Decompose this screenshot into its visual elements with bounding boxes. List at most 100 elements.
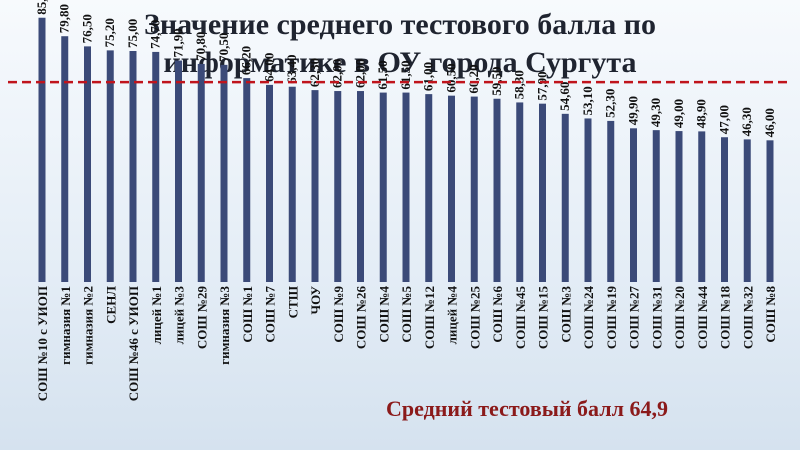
bar: [288, 86, 296, 282]
category-label: СОШ №6: [490, 286, 505, 343]
bar: [357, 91, 364, 282]
bar: [698, 131, 706, 282]
bar-value-label: 47,00: [717, 105, 732, 134]
bar: [470, 96, 478, 282]
bar-value-label: 46,00: [762, 108, 777, 137]
bar-value-label: 48,90: [694, 99, 709, 128]
bar-value-label: 60,20: [466, 64, 481, 93]
bar: [152, 51, 160, 283]
category-label: СОШ №24: [581, 286, 596, 350]
category-label: гимназия №2: [81, 286, 96, 365]
bar-value-label: 70,80: [193, 32, 208, 61]
bar-value-label: 75,00: [125, 19, 140, 48]
bar: [311, 90, 319, 282]
category-label: СОШ №32: [740, 286, 755, 349]
bar-value-label: 85,80: [34, 0, 49, 15]
category-label: СОШ №15: [536, 286, 551, 350]
bar-value-label: 63,40: [284, 54, 299, 83]
bar: [721, 137, 728, 282]
bar-value-label: 54,60: [557, 82, 572, 111]
bar-value-label: 76,50: [80, 14, 95, 43]
bar: [266, 84, 273, 282]
bar: [743, 139, 751, 282]
bar: [220, 64, 228, 282]
bar-value-label: 58,30: [512, 70, 527, 99]
category-label: СОШ №46 с УИОП: [126, 286, 141, 401]
bar: [539, 103, 546, 282]
bar-value-label: 66,20: [239, 46, 254, 75]
bar-value-label: 52,30: [603, 89, 618, 118]
bar-value-label: 62,00: [330, 59, 345, 88]
category-label: СОШ №44: [695, 286, 710, 350]
bar-value-label: 49,90: [626, 96, 641, 125]
bar: [766, 140, 774, 282]
chart-title-line-1: Значение среднего тестового балла по: [143, 8, 657, 41]
category-label: СТШ: [285, 285, 300, 318]
category-label: СОШ №1: [240, 286, 255, 343]
bar-value-label: 61,00: [421, 62, 436, 91]
category-label: ЧОУ: [308, 286, 323, 315]
bar-value-label: 49,30: [648, 98, 663, 127]
bar-value-label: 49,00: [671, 99, 686, 128]
bar-value-label: 64,00: [262, 53, 277, 82]
bar-value-label: 70,50: [216, 33, 231, 62]
category-label: СОШ №20: [672, 286, 687, 349]
category-label: гимназия №3: [217, 286, 232, 365]
bar-value-label: 74,70: [148, 20, 163, 49]
category-label: СОШ №26: [354, 286, 369, 350]
category-label: гимназия №1: [58, 286, 73, 365]
bar-value-label: 53,10: [580, 86, 595, 115]
category-label: СОШ №5: [399, 286, 414, 343]
bar-value-label: 62,30: [307, 58, 322, 87]
bar-value-label: 57,90: [535, 71, 550, 100]
bar: [425, 94, 433, 283]
bar: [334, 91, 342, 282]
category-label: СОШ №10 с УИОП: [35, 286, 50, 401]
category-label: СОШ №3: [558, 286, 573, 343]
average-score-note: Средний тестовый балл 64,9: [386, 396, 668, 421]
bar: [175, 60, 182, 282]
bar: [652, 130, 660, 282]
category-label: лицей №3: [172, 286, 187, 345]
category-label: СОШ №25: [467, 286, 482, 350]
bar: [84, 46, 91, 282]
category-label: СОШ №27: [627, 286, 642, 350]
category-label: лицей №1: [149, 286, 164, 344]
category-label: СОШ №7: [263, 286, 278, 343]
bar-value-label: 60,50: [444, 63, 459, 92]
bar: [675, 131, 683, 282]
bar: [129, 51, 137, 282]
category-label: СОШ №8: [763, 286, 778, 343]
category-label: лицей №4: [445, 286, 460, 345]
bar: [379, 92, 387, 282]
bar: [38, 17, 46, 283]
bar: [402, 92, 410, 282]
category-label: СОШ №18: [718, 286, 733, 350]
category-label: СОШ №45: [513, 286, 528, 350]
category-label: СОШ №4: [376, 286, 391, 343]
bar: [607, 120, 615, 282]
bar-value-label: 79,80: [57, 4, 72, 33]
bar: [493, 98, 501, 283]
category-label: СОШ №29: [194, 286, 209, 350]
bar: [106, 50, 114, 282]
bar-value-label: 61,50: [398, 60, 413, 89]
bar-value-label: 71,90: [171, 28, 186, 57]
category-label: СОШ №19: [604, 286, 619, 350]
category-label: СОШ №12: [422, 286, 437, 349]
bar-value-label: 61,50: [375, 60, 390, 89]
chart-title-line-2: информатике в ОУ города Сургута: [163, 46, 637, 79]
bar: [561, 113, 569, 282]
chart-title: Значение среднего тестового балла по инф…: [0, 6, 800, 82]
bar: [61, 36, 69, 282]
category-label: СОШ №31: [649, 286, 664, 349]
bar: [584, 118, 592, 283]
bar-value-label: 46,30: [739, 107, 754, 136]
bar: [516, 102, 524, 282]
bar-value-label: 62,00: [353, 59, 368, 88]
category-label: СЕНЛ: [103, 286, 118, 324]
bar-value-label: 75,20: [102, 18, 117, 47]
bar-value-label: 59,50: [489, 66, 504, 95]
category-label: СОШ №9: [331, 286, 346, 343]
bar: [197, 63, 205, 282]
